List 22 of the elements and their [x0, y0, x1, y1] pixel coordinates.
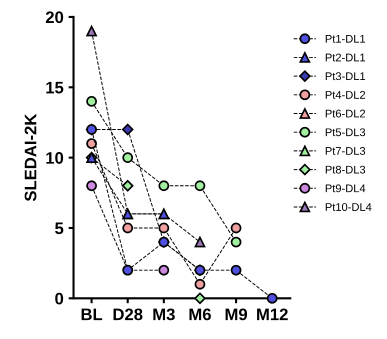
x-tick-label: M6	[189, 308, 211, 320]
legend-label: Pt9-DL4	[326, 184, 366, 192]
legend-label: Pt6-DL2	[326, 110, 366, 118]
y-axis-title: SLEDAI-2K	[24, 114, 36, 202]
legend-label: Pt7-DL3	[326, 147, 366, 155]
x-tick-label: M3	[153, 308, 175, 320]
legend-label: Pt2-DL1	[326, 54, 366, 62]
y-tick-label: 0	[55, 292, 64, 305]
y-tick-label: 20	[46, 11, 64, 24]
legend-label: Pt10-DL4	[326, 203, 372, 211]
legend-label: Pt3-DL1	[326, 72, 366, 80]
x-tick-label: BL	[82, 308, 102, 320]
legend-label: Pt4-DL2	[326, 90, 366, 99]
x-tick-label: M9	[226, 308, 248, 320]
y-tick-label: 10	[46, 152, 64, 164]
legend-label: Pt5-DL3	[326, 128, 366, 136]
legend-label: Pt8-DL3	[326, 166, 366, 174]
x-tick-label: M12	[257, 308, 288, 320]
y-tick-label: 15	[46, 82, 64, 94]
x-tick-label: D28	[114, 308, 142, 320]
legend-label: Pt1-DL1	[326, 34, 366, 43]
y-tick-label: 5	[55, 222, 64, 234]
